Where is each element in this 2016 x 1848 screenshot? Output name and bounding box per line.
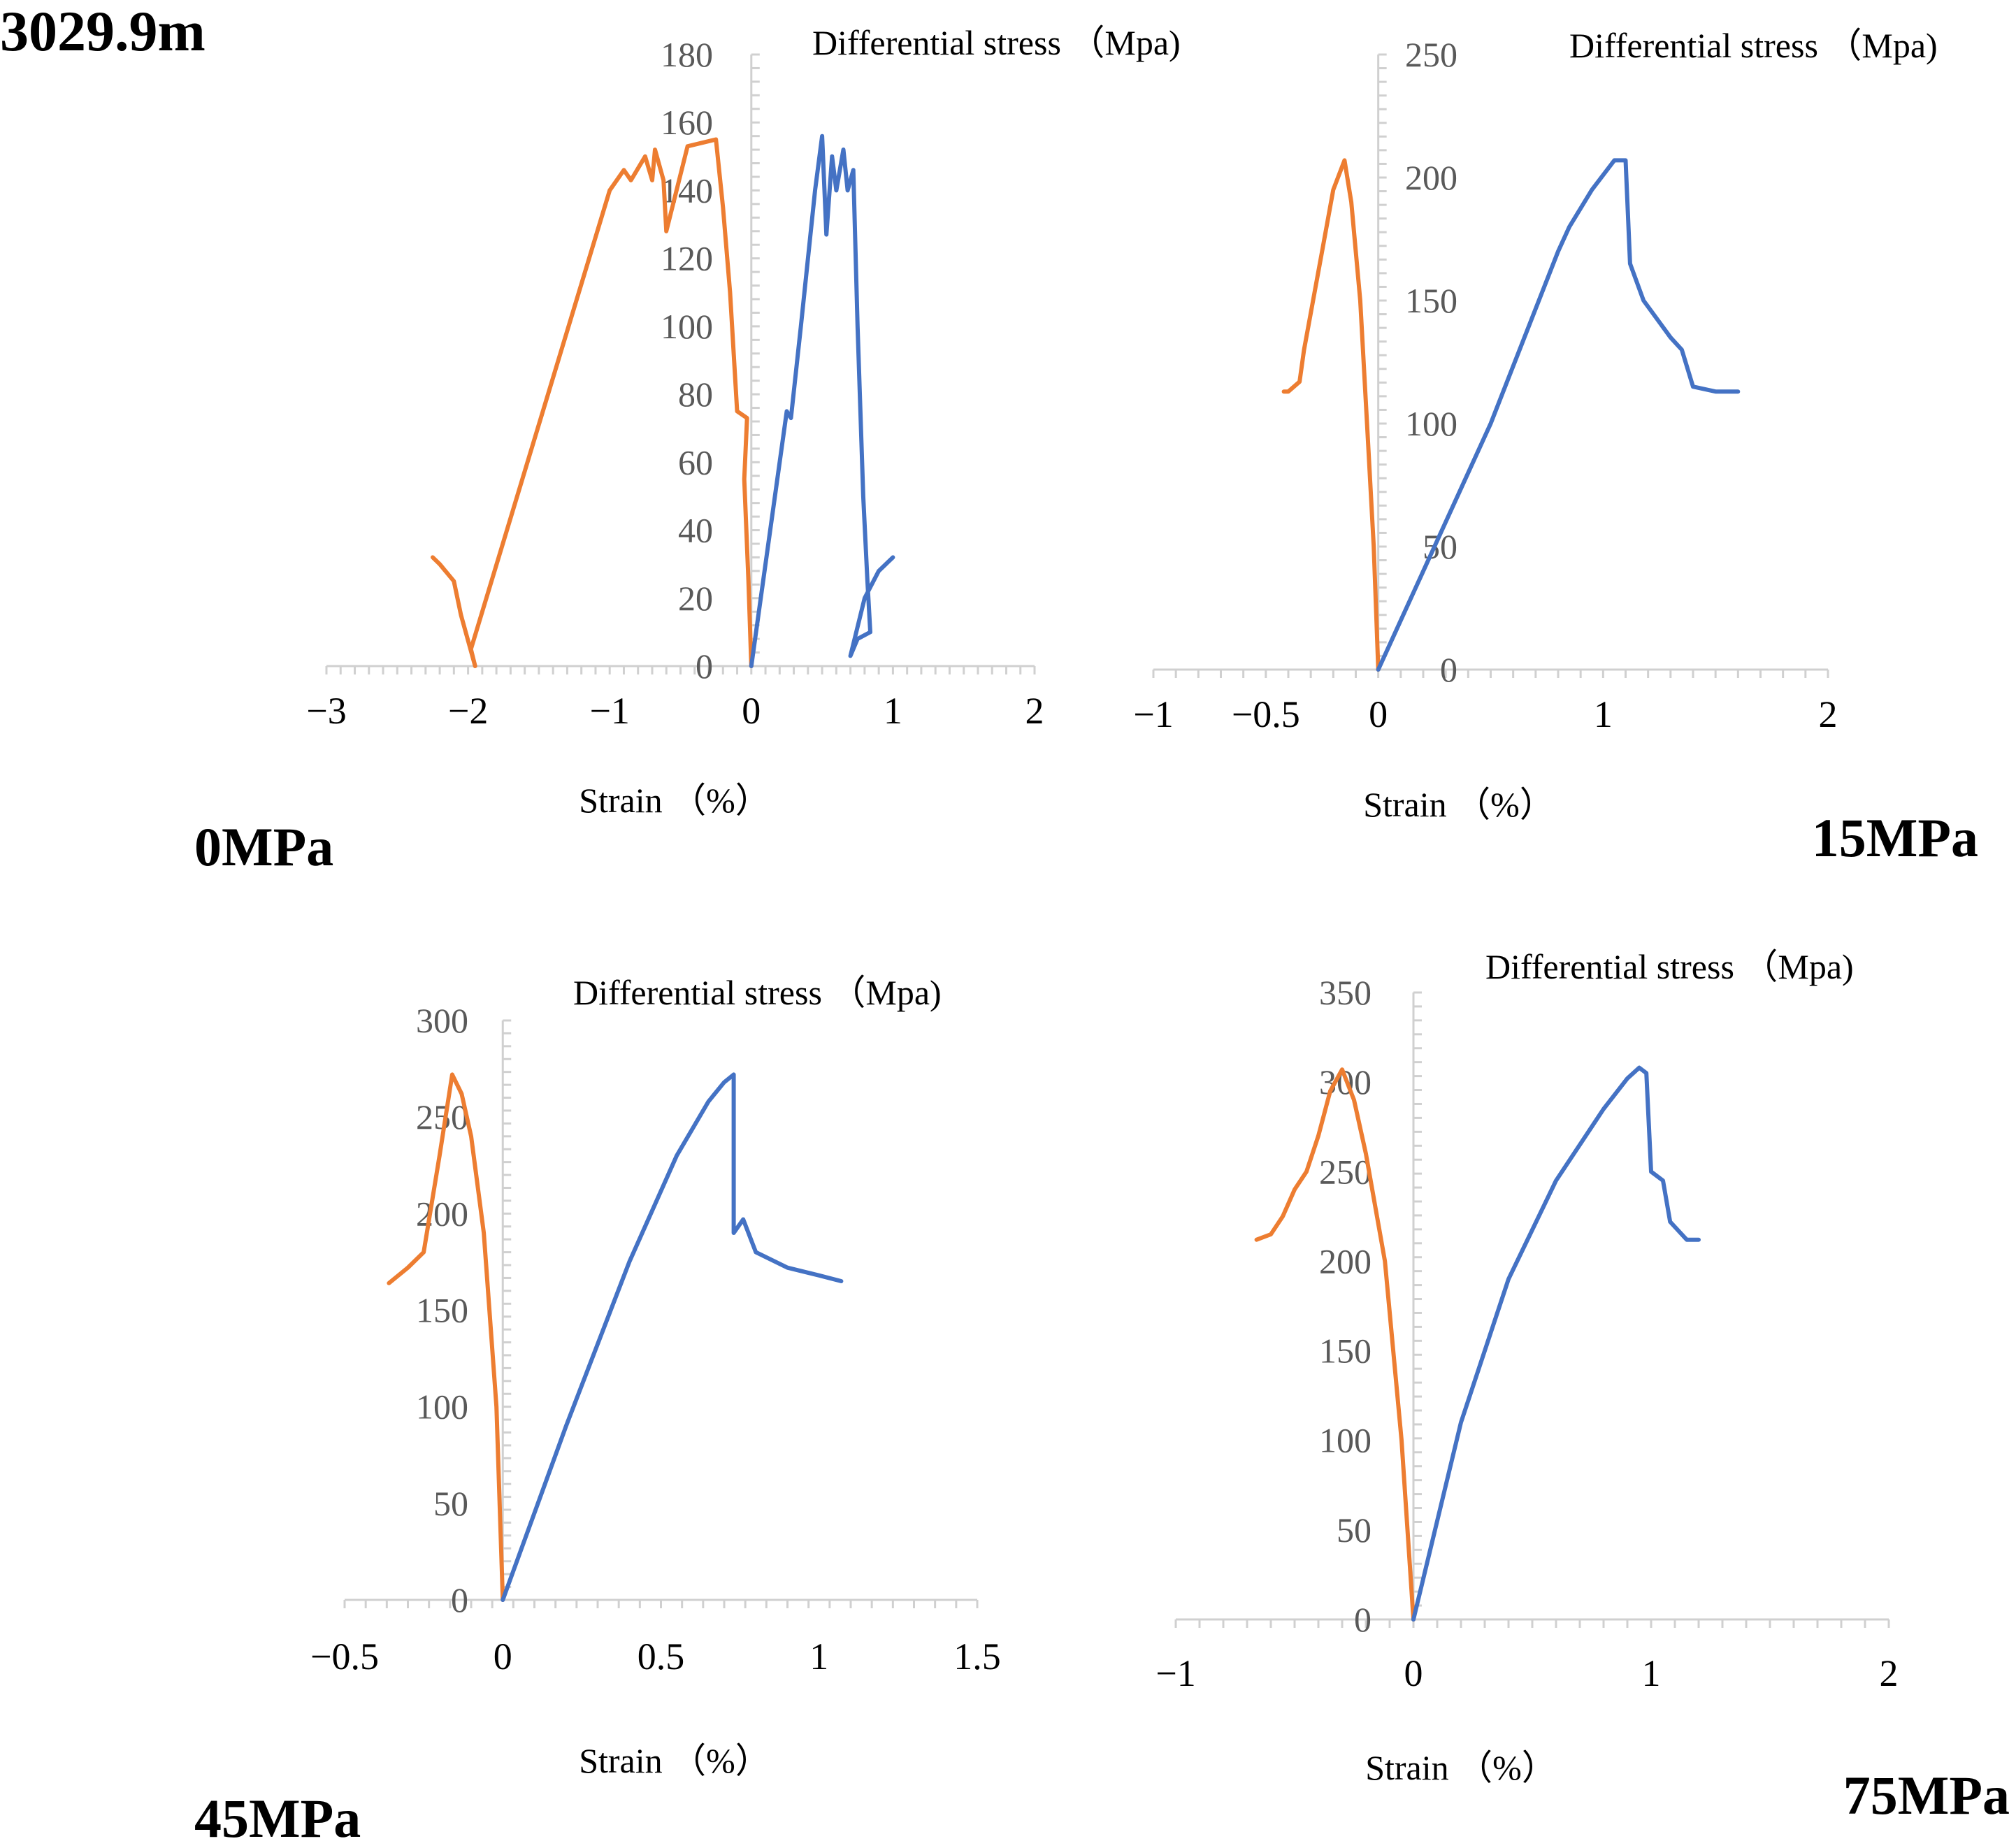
x-tick-label: 1 bbox=[884, 690, 902, 732]
confining-pressure-label: 45MPa bbox=[194, 1788, 361, 1848]
series-line-axial bbox=[1376, 158, 1741, 672]
confining-pressure-label: 15MPa bbox=[1812, 807, 1978, 868]
x-tick-label: 0.5 bbox=[638, 1636, 685, 1677]
x-tick-label: −0.5 bbox=[310, 1636, 379, 1677]
series-line-axial bbox=[1411, 1065, 1701, 1622]
y-tick-label: 140 bbox=[661, 171, 713, 210]
confining-pressure-label: 75MPa bbox=[1843, 1765, 2010, 1826]
x-tick-label: 1 bbox=[1594, 693, 1613, 735]
x-tick-label: 0 bbox=[1404, 1652, 1423, 1694]
y-tick-label: 50 bbox=[1337, 1510, 1371, 1550]
x-tick-label: 1 bbox=[809, 1636, 828, 1677]
x-tick-label: −1 bbox=[1155, 1652, 1195, 1694]
y-tick-label: 200 bbox=[1319, 1241, 1371, 1280]
chart-panel: 0 20 40 60 80 100 120 140 160 180 −3 −2 −1 0 1 2 Differe… bbox=[194, 23, 1181, 877]
y-tick-label: 20 bbox=[678, 579, 713, 618]
y-tick-label: 0 bbox=[696, 647, 713, 686]
y-tick-label: 50 bbox=[433, 1484, 468, 1523]
y-tick-label: 300 bbox=[416, 1001, 468, 1040]
x-tick-label: −1 bbox=[1133, 693, 1173, 735]
y-axis-title: Differential stress （Mpa) bbox=[1485, 947, 1854, 986]
y-tick-label: 0 bbox=[451, 1580, 468, 1619]
y-tick-label: 100 bbox=[1319, 1421, 1371, 1460]
x-tick-label: 2 bbox=[1025, 690, 1044, 732]
x-axis-title: Strain （%） bbox=[1363, 785, 1555, 824]
x-axis-title: Strain （%） bbox=[579, 781, 770, 820]
y-tick-label: 250 bbox=[1405, 35, 1457, 74]
y-axis-title: Differential stress （Mpa) bbox=[573, 973, 942, 1012]
confining-pressure-label: 0MPa bbox=[194, 816, 333, 877]
x-tick-label: 2 bbox=[1819, 693, 1838, 735]
y-tick-label: 0 bbox=[1354, 1600, 1371, 1639]
y-tick-label: 60 bbox=[678, 442, 713, 482]
series-line-radial bbox=[1254, 1067, 1416, 1622]
y-tick-label: 250 bbox=[1319, 1152, 1371, 1191]
x-axis-title: Strain （%） bbox=[1365, 1748, 1557, 1787]
y-axis-title: Differential stress （Mpa) bbox=[1569, 26, 1938, 65]
series-line-axial bbox=[501, 1072, 844, 1602]
y-tick-label: 160 bbox=[661, 103, 713, 142]
x-tick-label: 0 bbox=[742, 690, 761, 732]
x-tick-label: −1 bbox=[589, 690, 629, 732]
x-tick-label: 2 bbox=[1880, 1652, 1899, 1694]
x-tick-label: −3 bbox=[306, 690, 346, 732]
y-tick-label: 0 bbox=[1440, 650, 1457, 689]
y-axis-title: Differential stress （Mpa) bbox=[812, 23, 1181, 62]
y-tick-label: 150 bbox=[416, 1291, 468, 1330]
series-line-radial bbox=[387, 1072, 505, 1602]
x-tick-label: −2 bbox=[448, 690, 488, 732]
y-tick-label: 350 bbox=[1319, 973, 1371, 1012]
y-tick-label: 200 bbox=[416, 1194, 468, 1233]
y-tick-label: 200 bbox=[1405, 158, 1457, 197]
x-tick-label: 1 bbox=[1642, 1652, 1661, 1694]
series-line-axial bbox=[749, 133, 895, 668]
y-tick-label: 100 bbox=[416, 1387, 468, 1427]
y-tick-label: 100 bbox=[661, 307, 713, 346]
y-tick-label: 150 bbox=[1319, 1331, 1371, 1371]
x-tick-label: 0 bbox=[1369, 693, 1388, 735]
series-line-radial bbox=[1281, 158, 1381, 672]
y-tick-label: 80 bbox=[678, 375, 713, 414]
x-axis-title: Strain （%） bbox=[579, 1741, 770, 1780]
y-tick-label: 40 bbox=[678, 511, 713, 550]
x-tick-label: 1.5 bbox=[953, 1636, 1001, 1677]
series-line-radial bbox=[431, 137, 754, 668]
y-tick-label: 100 bbox=[1405, 404, 1457, 443]
x-tick-label: −0.5 bbox=[1232, 693, 1300, 735]
y-tick-label: 180 bbox=[661, 35, 713, 74]
y-tick-label: 150 bbox=[1405, 281, 1457, 320]
x-tick-label: 0 bbox=[494, 1636, 512, 1677]
y-tick-label: 120 bbox=[661, 239, 713, 278]
depth-label: 3029.9m bbox=[0, 0, 206, 63]
